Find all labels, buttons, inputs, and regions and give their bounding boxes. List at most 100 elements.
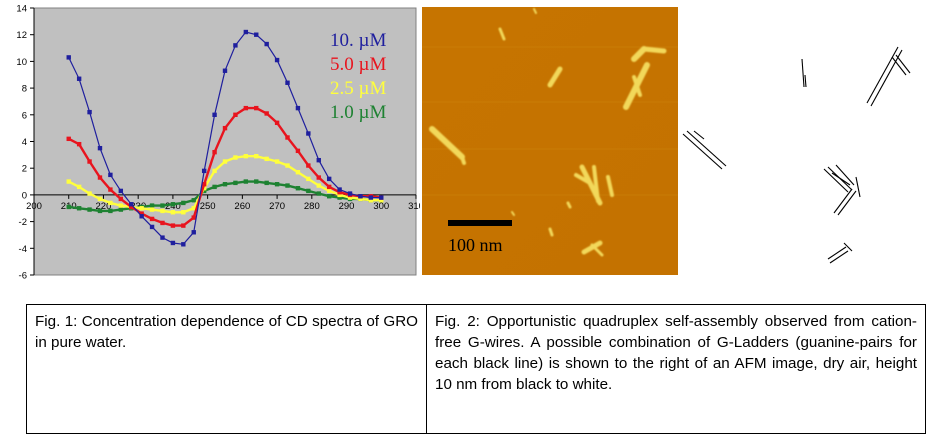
g-wire-feature xyxy=(592,165,600,203)
g-wire-feature xyxy=(566,201,572,209)
data-point xyxy=(139,211,144,216)
x-tick-label: 260 xyxy=(234,201,250,212)
data-point xyxy=(181,210,186,215)
legend: 10. µM 5.0 µM 2.5 µM 1.0 µM xyxy=(330,30,386,123)
g-ladder-line xyxy=(831,172,851,186)
data-point xyxy=(160,235,165,240)
data-point xyxy=(87,207,92,212)
x-tick-label: 310 xyxy=(408,201,420,212)
data-point xyxy=(76,141,82,147)
data-point xyxy=(337,190,342,195)
data-point xyxy=(181,200,186,206)
data-point xyxy=(285,135,290,140)
data-point xyxy=(87,109,92,115)
data-point xyxy=(66,136,71,142)
data-point xyxy=(368,195,374,200)
data-point xyxy=(66,204,71,210)
data-point xyxy=(233,155,238,160)
afm-image-svg: 100 nm xyxy=(422,7,678,275)
y-tick-label: -4 xyxy=(19,244,27,255)
data-point xyxy=(285,80,290,85)
x-tick-label: 200 xyxy=(26,201,42,212)
data-point xyxy=(306,188,311,194)
data-point xyxy=(233,180,238,186)
g-ladder-svg xyxy=(682,46,911,264)
data-point xyxy=(212,168,217,174)
data-point xyxy=(243,153,249,159)
afm-scanlines xyxy=(422,46,678,196)
data-point xyxy=(222,159,228,164)
data-point xyxy=(118,203,124,208)
g-ladder-line xyxy=(804,74,807,88)
g-wire-feature xyxy=(429,126,465,160)
g-wire-feature xyxy=(581,240,603,255)
data-point xyxy=(316,157,321,163)
data-point xyxy=(254,179,259,184)
data-point xyxy=(170,240,176,246)
data-point xyxy=(306,131,311,136)
scale-bar xyxy=(448,220,512,226)
data-point xyxy=(379,195,384,200)
y-tick-label: -2 xyxy=(19,217,27,228)
data-point xyxy=(233,43,238,48)
data-point xyxy=(243,105,249,111)
data-point xyxy=(108,172,113,178)
data-point xyxy=(347,191,353,196)
data-point xyxy=(347,195,353,200)
data-point xyxy=(201,188,207,194)
data-point xyxy=(160,220,165,226)
data-point xyxy=(181,223,186,228)
data-point xyxy=(337,192,342,198)
data-point xyxy=(295,148,301,154)
x-tick-label: 290 xyxy=(339,201,355,212)
data-point xyxy=(326,184,332,190)
data-point xyxy=(76,206,82,211)
data-point xyxy=(149,216,155,222)
data-point xyxy=(326,176,332,182)
data-point xyxy=(76,76,82,81)
data-point xyxy=(129,202,134,207)
data-point xyxy=(316,183,321,188)
x-tick-label: 300 xyxy=(373,201,389,212)
data-point xyxy=(118,188,124,194)
data-point xyxy=(108,200,113,206)
y-tick-label: 6 xyxy=(22,110,27,121)
data-point xyxy=(108,208,113,214)
data-point xyxy=(87,159,92,164)
g-wire-feature xyxy=(548,227,554,237)
data-point xyxy=(295,186,301,191)
data-point xyxy=(201,168,207,174)
y-tick-label: 12 xyxy=(16,30,27,41)
g-wire-feature xyxy=(533,8,537,14)
data-point xyxy=(222,125,228,131)
series-0 xyxy=(66,29,384,247)
data-point xyxy=(379,198,384,203)
legend-entry: 5.0 µM xyxy=(330,54,386,75)
data-point xyxy=(191,215,196,220)
data-point xyxy=(274,182,280,187)
data-point xyxy=(108,187,113,192)
g-ladder-line xyxy=(866,46,899,104)
data-point xyxy=(274,159,280,164)
x-tick-label: 280 xyxy=(304,201,320,212)
y-tick-label: 0 xyxy=(22,190,27,201)
data-point xyxy=(191,206,196,211)
data-point xyxy=(170,202,176,207)
data-point xyxy=(149,207,155,212)
data-point xyxy=(139,206,144,211)
data-point xyxy=(264,41,269,47)
data-point xyxy=(87,191,92,196)
data-point xyxy=(212,112,217,117)
data-point xyxy=(264,180,269,186)
g-ladder-line xyxy=(682,133,723,170)
data-point xyxy=(285,163,290,168)
data-point xyxy=(76,184,82,190)
g-wire-feature xyxy=(547,66,563,88)
y-tick-label: 10 xyxy=(16,57,27,68)
data-point xyxy=(295,170,301,175)
y-tick-label: 4 xyxy=(22,137,27,148)
y-tick-label: 14 xyxy=(16,4,27,15)
g-ladder-line xyxy=(693,130,705,140)
data-point xyxy=(160,203,165,208)
g-wire-features xyxy=(429,8,667,257)
